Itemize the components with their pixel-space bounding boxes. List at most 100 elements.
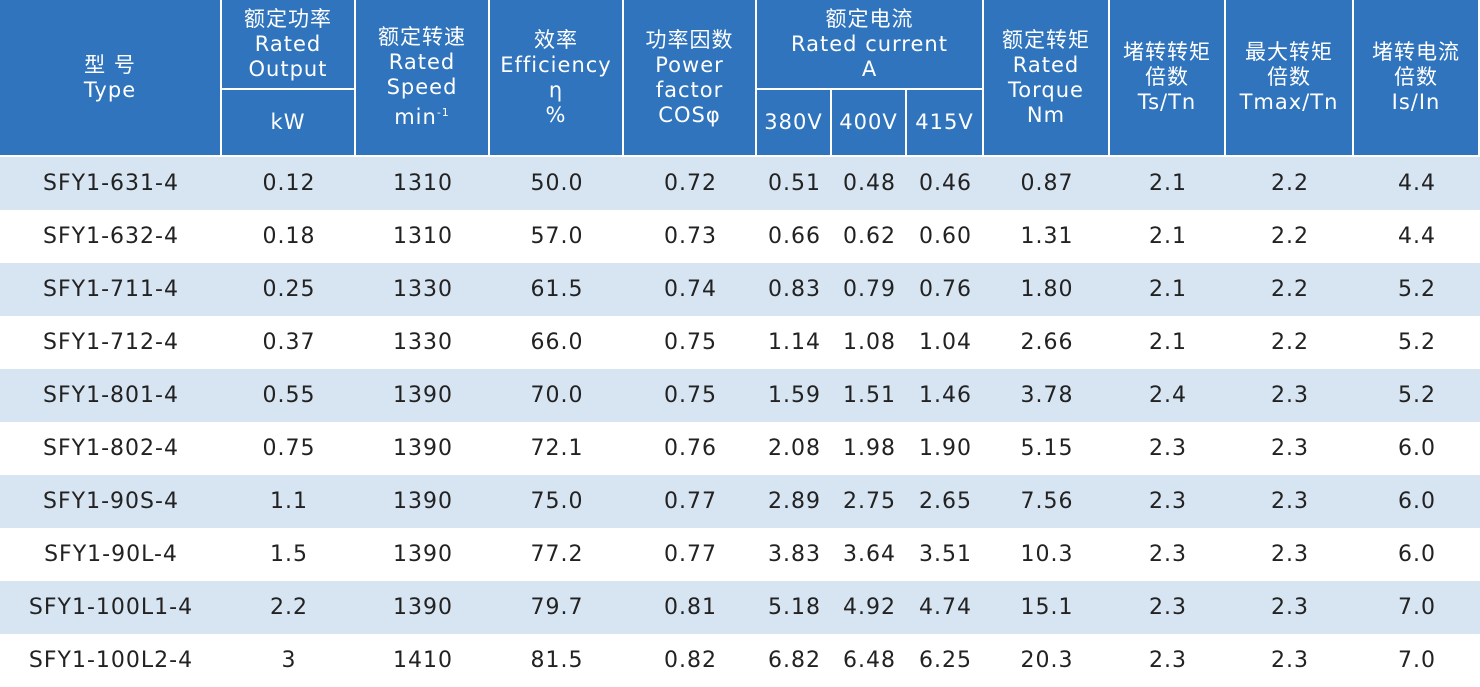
header-text: Power — [655, 52, 724, 77]
header-text: factor — [655, 77, 724, 102]
cell-text: SFY1-801-4 — [43, 383, 179, 408]
cell-text: 4.4 — [1398, 224, 1436, 249]
cell-text: 1.51 — [843, 383, 896, 408]
header-text: 功率因数 — [645, 27, 734, 52]
table-cell: 2.1 — [1110, 157, 1226, 210]
cell-text: 1.59 — [768, 383, 821, 408]
header-text: Rated — [388, 50, 456, 74]
cell-text: 1390 — [393, 436, 453, 461]
table-cell: 2.75 — [832, 475, 907, 528]
table-cell: 2.2 — [222, 581, 356, 634]
header-subcell: 415V — [907, 90, 984, 157]
header-cell: 额定电流 Rated current A — [757, 0, 984, 90]
table-cell: 0.12 — [222, 157, 356, 210]
header-text: kW — [270, 110, 306, 134]
cell-text: 0.87 — [1020, 171, 1074, 196]
cell-text: 0.72 — [664, 171, 717, 196]
header-text: 400V — [839, 110, 898, 134]
table-cell: 4.74 — [907, 581, 984, 634]
cell-text: 6.82 — [768, 648, 821, 673]
header-text: 额定转速 — [378, 25, 466, 49]
table-cell: SFY1-100L2-4 — [0, 634, 222, 687]
cell-text: 0.37 — [262, 330, 316, 355]
table-cell: 0.75 — [624, 316, 757, 369]
cell-text: 0.55 — [262, 383, 316, 408]
table-cell: 2.3 — [1226, 581, 1354, 634]
table-cell: 0.46 — [907, 157, 984, 210]
header-text: 倍数 — [1394, 65, 1438, 89]
cell-text: 3.64 — [843, 542, 896, 567]
header-text: 堵转电流 — [1372, 40, 1460, 64]
table-cell: 6.82 — [757, 634, 832, 687]
cell-text: SFY1-100L1-4 — [28, 595, 194, 620]
header-text: A — [861, 56, 878, 81]
cell-text: 1.98 — [843, 436, 896, 461]
table-cell: 1390 — [356, 581, 490, 634]
table-cell: 1330 — [356, 316, 490, 369]
row-bg — [0, 581, 1480, 634]
cell-text: 2.65 — [919, 489, 972, 514]
table-cell: 6.25 — [907, 634, 984, 687]
table-cell: 3.83 — [757, 528, 832, 581]
cell-text: 0.62 — [843, 224, 896, 249]
cell-text: 1330 — [393, 277, 453, 302]
header-cell: 堵转电流 倍数 Is/In — [1354, 0, 1480, 157]
table-cell: 2.3 — [1226, 634, 1354, 687]
header-cell: 额定功率 Rated Output — [222, 0, 356, 90]
header-text: Efficiency — [500, 52, 612, 77]
table-cell: 50.0 — [490, 157, 624, 210]
cell-text: 2.2 — [1271, 277, 1309, 302]
cell-text: SFY1-711-4 — [43, 277, 179, 302]
cell-text: 7.56 — [1020, 489, 1074, 514]
row-bg — [0, 157, 1480, 210]
cell-text: 5.15 — [1020, 436, 1074, 461]
cell-text: 5.2 — [1398, 383, 1436, 408]
header-cell: 额定转速 Rated Speed min-1 — [356, 0, 490, 157]
cell-text: 0.60 — [919, 224, 972, 249]
table-cell: 2.3 — [1110, 528, 1226, 581]
table-cell: 1.14 — [757, 316, 832, 369]
table-cell: 1.46 — [907, 369, 984, 422]
table-cell: 1390 — [356, 528, 490, 581]
table-cell: 61.5 — [490, 263, 624, 316]
cell-text: 3 — [281, 648, 297, 673]
header-cell: 功率因数 Power factor COSφ — [624, 0, 757, 157]
cell-text: 2.3 — [1271, 648, 1309, 673]
table-cell: 5.15 — [984, 422, 1110, 475]
cell-text: 2.66 — [1020, 330, 1074, 355]
table-cell: 7.56 — [984, 475, 1110, 528]
table-cell: SFY1-801-4 — [0, 369, 222, 422]
cell-text: 5.2 — [1398, 277, 1436, 302]
table-cell: 0.77 — [624, 528, 757, 581]
table-cell: 72.1 — [490, 422, 624, 475]
header-cell: 型 号 Type — [0, 0, 222, 157]
table-cell: 1.80 — [984, 263, 1110, 316]
cell-text: SFY1-90S-4 — [43, 489, 179, 514]
cell-text: SFY1-631-4 — [43, 171, 179, 196]
cell-text: 2.4 — [1149, 383, 1187, 408]
table-cell: 7.0 — [1354, 581, 1480, 634]
cell-text: 1.04 — [919, 330, 972, 355]
table-cell: 0.77 — [624, 475, 757, 528]
cell-text: 2.1 — [1149, 171, 1187, 196]
table-cell: 0.83 — [757, 263, 832, 316]
header-text: 倍数 — [1145, 65, 1189, 89]
cell-text: 6.48 — [843, 648, 896, 673]
cell-text: 1410 — [393, 648, 453, 673]
header-subcell: 400V — [832, 90, 907, 157]
table-cell: 1.31 — [984, 210, 1110, 263]
cell-text: 79.7 — [530, 595, 584, 620]
table-cell: 0.62 — [832, 210, 907, 263]
header-text: 额定功率 — [244, 6, 332, 31]
cell-text: 5.2 — [1398, 330, 1436, 355]
table-cell: 1310 — [356, 157, 490, 210]
cell-text: 0.81 — [664, 595, 717, 620]
cell-text: 2.2 — [270, 595, 308, 620]
table-cell: 5.2 — [1354, 316, 1480, 369]
cell-text: 3.83 — [768, 542, 821, 567]
header-text: Rated — [1012, 52, 1080, 77]
row-bg — [0, 528, 1480, 581]
table-cell: 5.2 — [1354, 263, 1480, 316]
table-cell: 2.08 — [757, 422, 832, 475]
table-cell: 3.64 — [832, 528, 907, 581]
